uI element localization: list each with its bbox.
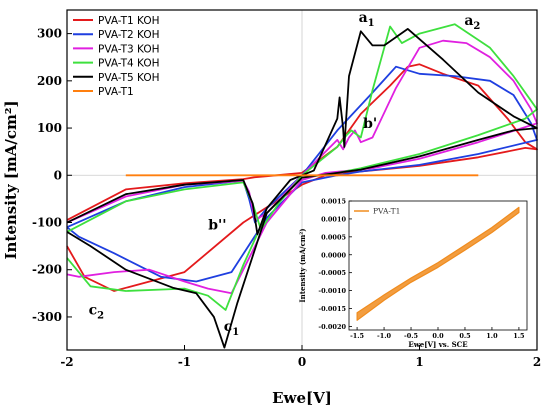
- main-legend: PVA-T1 KOH PVA-T2 KOH PVA-T3 KOH PVA-T4 KOH…: [73, 15, 160, 98]
- inset-y-tick-label: 0.0005: [321, 233, 346, 241]
- annotation-a2: a2: [464, 13, 480, 32]
- inset-legend-label-pva-t1: PVA-T1: [373, 207, 400, 216]
- inset-x-tick-label: 1.5: [513, 332, 525, 340]
- main-cv-chart: -2 -1 0 1 2 -300 -200 -100 0 100 200 300 Ewe[V] In…: [2, 9, 541, 407]
- series-line-pva-t5-koh: [66, 28, 538, 349]
- y-tick-label: 100: [37, 121, 62, 135]
- annotation-a1: a1: [359, 10, 375, 29]
- x-tick-label: -2: [60, 355, 73, 369]
- inset-y-axis-label: Intensity (mA/cm²): [298, 228, 307, 302]
- inset-x-tick-label: 0.5: [459, 332, 471, 340]
- inset-y-ticks: 0.0015 0.0010 0.0005 0.0000 -0.0005 -0.0010 -0…: [318, 198, 352, 331]
- y-tick-label: -100: [32, 216, 62, 230]
- y-tick-label: 0: [54, 168, 62, 182]
- inset-chart: -1.5 -1.0 -0.5 0.0 0.5 1.0 1.5 0.00150.00100.0…: [298, 198, 528, 349]
- x-tick-label: 0: [298, 355, 306, 369]
- inset-y-tick-label: 0.0000: [321, 251, 346, 259]
- inset-x-tick-label: -0.5: [404, 332, 418, 340]
- inset-x-tick-label: 1.0: [486, 332, 498, 340]
- main-x-ticks: -2 -1 0 1 2: [60, 345, 541, 369]
- main-y-ticks: -300 -200 -100 0 100 200 300: [32, 27, 72, 324]
- inset-x-ticks: -1.5 -1.0 -0.5 0.0 0.5 1.0 1.5: [350, 327, 525, 340]
- series-line-pva-t4-koh: [66, 23, 538, 311]
- main-series-lines: [66, 23, 538, 349]
- inset-y-tick-label: -0.0010: [318, 287, 346, 295]
- annotation-c1: c1: [224, 319, 240, 338]
- inset-y-tick-label: -0.0015: [318, 305, 346, 313]
- y-tick-label: 200: [37, 74, 62, 88]
- annotation-b: b': [363, 116, 377, 132]
- x-tick-label: -1: [178, 355, 191, 369]
- y-tick-label: -300: [32, 310, 62, 324]
- x-tick-label: 2: [533, 355, 541, 369]
- legend-label-pva-t1-koh: PVA-T1 KOH: [98, 15, 160, 27]
- inset-y-tick-label: -0.0020: [318, 323, 346, 331]
- y-tick-label: 300: [37, 27, 62, 41]
- main-x-axis-label: Ewe[V]: [272, 389, 332, 407]
- legend-label-pva-t5-koh: PVA-T5 KOH: [98, 72, 160, 84]
- inset-legend: PVA-T1: [354, 207, 400, 216]
- inset-series-lines: [356, 206, 520, 321]
- legend-label-pva-t2-koh: PVA-T2 KOH: [98, 29, 160, 41]
- x-tick-label: 1: [415, 355, 423, 369]
- inset-y-tick-label: 0.0010: [321, 215, 346, 223]
- legend-label-pva-t4-koh: PVA-T4 KOH: [98, 58, 160, 70]
- annotation-b: b'': [208, 218, 226, 234]
- legend-label-pva-t1: PVA-T1: [98, 86, 134, 98]
- inset-x-tick-label: 0.0: [432, 332, 444, 340]
- inset-y-tick-label: -0.0005: [318, 269, 346, 277]
- annotation-c2: c2: [89, 303, 105, 322]
- inset-series-pva-t1: [356, 206, 520, 321]
- y-tick-label: -200: [32, 263, 62, 277]
- inset-y-tick-label: 0.0015: [321, 198, 346, 206]
- series-line-pva-t2-koh: [66, 65, 538, 283]
- main-y-axis-label: Intensity [mA/cm²]: [2, 100, 20, 259]
- inset-x-tick-label: -1.5: [350, 332, 364, 340]
- inset-x-axis-label: Ewe[V] vs. SCE: [408, 340, 467, 349]
- inset-x-tick-label: -1.0: [377, 332, 391, 340]
- legend-label-pva-t3-koh: PVA-T3 KOH: [98, 43, 160, 55]
